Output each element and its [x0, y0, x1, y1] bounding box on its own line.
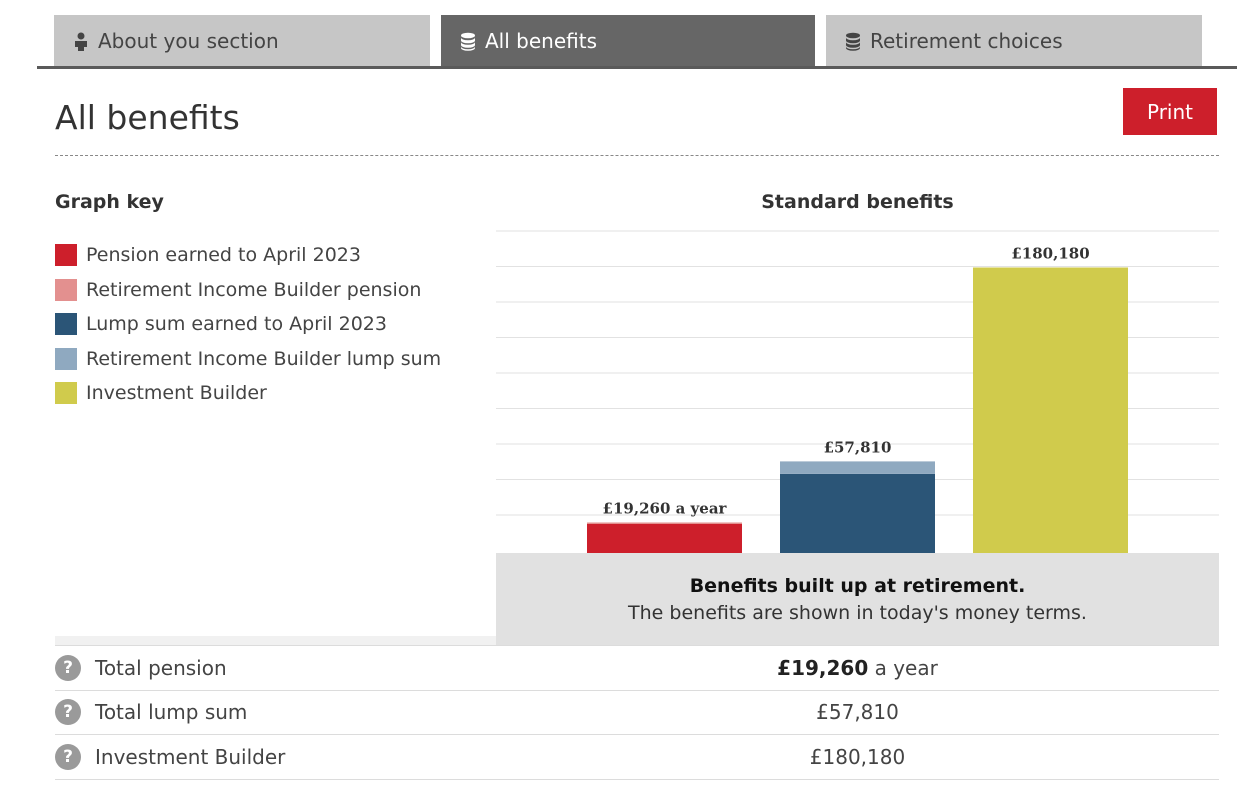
- graph-key-item: Retirement Income Builder lump sum: [55, 342, 441, 377]
- page-title: All benefits: [55, 98, 240, 137]
- bar-segment: [587, 524, 742, 553]
- graph-key-list: Pension earned to April 2023 Retirement …: [55, 238, 441, 411]
- print-button[interactable]: Print: [1123, 88, 1217, 135]
- summary-value: £180,180: [496, 745, 1219, 769]
- benefits-summary-table: ? Total pension £19,260 a year ? Total l…: [55, 645, 1219, 780]
- help-icon[interactable]: ?: [55, 743, 81, 770]
- benefits-bar-chart: £19,260 a year £57,810 £180,180: [496, 230, 1219, 553]
- bar-segment: [780, 473, 935, 553]
- summary-row-total-lump-sum: ? Total lump sum £57,810: [55, 689, 1219, 735]
- coin-stack-icon: [844, 31, 862, 51]
- legend-label: Pension earned to April 2023: [86, 244, 361, 267]
- summary-value: £19,260 a year: [496, 656, 1219, 680]
- summary-row-investment-builder: ? Investment Builder £180,180: [55, 734, 1219, 780]
- help-icon[interactable]: ?: [55, 654, 81, 681]
- graph-key-title: Graph key: [55, 191, 164, 213]
- bar-segment: [587, 522, 742, 525]
- graph-key-item: Investment Builder: [55, 376, 441, 411]
- summary-label: Investment Builder: [95, 744, 286, 769]
- tab-all-benefits[interactable]: All benefits: [441, 15, 815, 67]
- help-icon[interactable]: ?: [55, 699, 81, 726]
- graph-key-item: Lump sum earned to April 2023: [55, 307, 441, 342]
- summary-value-suffix: £57,810: [816, 700, 899, 725]
- tab-bar: About you section All benefits Retiremen…: [0, 0, 1253, 70]
- tab-label: All benefits: [485, 29, 597, 53]
- person-icon: [72, 31, 90, 51]
- bar-data-label: £180,180: [1011, 244, 1089, 262]
- summary-label: Total pension: [95, 655, 227, 680]
- legend-swatch: [55, 382, 77, 405]
- tab-retirement-choices[interactable]: Retirement choices: [826, 15, 1202, 67]
- legend-label: Retirement Income Builder pension: [86, 278, 422, 301]
- summary-label: Total lump sum: [95, 700, 248, 725]
- summary-value-suffix: £180,180: [809, 744, 906, 769]
- bar-data-label: £57,810: [824, 438, 892, 456]
- bar-segment: [973, 267, 1128, 553]
- bar-data-label: £19,260 a year: [603, 499, 728, 517]
- chart-title: Standard benefits: [761, 191, 954, 213]
- tab-label: Retirement choices: [870, 29, 1063, 53]
- bar-segment: [780, 461, 935, 474]
- legend-swatch: [55, 347, 77, 370]
- chart-caption: Benefits built up at retirement. The ben…: [496, 553, 1219, 645]
- summary-top-band: [55, 636, 496, 645]
- summary-value-suffix: a year: [868, 655, 938, 680]
- legend-label: Investment Builder: [86, 382, 267, 405]
- coin-stack-icon: [459, 31, 477, 51]
- legend-swatch: [55, 244, 77, 267]
- tab-label: About you section: [98, 29, 279, 53]
- summary-value: £57,810: [496, 700, 1219, 724]
- summary-row-total-pension: ? Total pension £19,260 a year: [55, 645, 1219, 690]
- legend-label: Lump sum earned to April 2023: [86, 313, 387, 336]
- graph-key-item: Retirement Income Builder pension: [55, 273, 441, 308]
- legend-swatch: [55, 278, 77, 301]
- tab-underline: [37, 66, 1237, 69]
- caption-heading: Benefits built up at retirement.: [689, 575, 1026, 597]
- legend-label: Retirement Income Builder lump sum: [86, 347, 442, 370]
- header-divider: [55, 155, 1219, 156]
- caption-note: The benefits are shown in today's money …: [628, 602, 1087, 624]
- summary-value-strong: £19,260: [777, 655, 869, 680]
- legend-swatch: [55, 313, 77, 336]
- graph-key-item: Pension earned to April 2023: [55, 238, 441, 273]
- tab-about-you[interactable]: About you section: [54, 15, 430, 67]
